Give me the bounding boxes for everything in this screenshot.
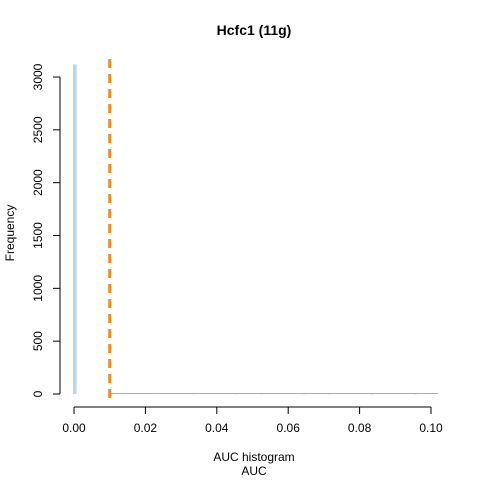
histogram-bar	[413, 393, 417, 395]
chart-title: Hcfc1 (11g)	[217, 22, 292, 38]
x-axis: 0.00 0.02 0.04 0.06 0.08 0.10	[62, 406, 443, 435]
x-tick-label: 0.06	[277, 421, 301, 435]
y-tick-label: 500	[31, 331, 45, 351]
y-tick-label: 2500	[31, 116, 45, 143]
y-axis-label: Frequency	[3, 205, 17, 262]
y-tick-label: 1500	[31, 222, 45, 249]
y-axis: 0 500 1000 1500 2000 2500 3000	[31, 63, 61, 397]
y-tick-label: 1000	[31, 275, 45, 302]
histogram-bar	[370, 393, 374, 395]
histogram-bar	[73, 64, 77, 394]
histogram-bar	[302, 393, 307, 395]
histogram-bar	[327, 393, 332, 395]
x-tick-label: 0.00	[62, 421, 86, 435]
y-tick-label: 2000	[31, 169, 45, 196]
x-tick-label: 0.02	[134, 421, 158, 435]
histogram-bar	[259, 393, 264, 395]
x-tick-label: 0.10	[419, 421, 443, 435]
x-tick-label: 0.04	[205, 421, 229, 435]
x-axis-label: AUC histogram	[213, 450, 294, 464]
y-tick-label: 0	[31, 390, 45, 397]
histogram-bars	[73, 64, 417, 395]
y-tick-label: 3000	[31, 63, 45, 90]
x-tick-label: 0.08	[348, 421, 372, 435]
x-axis-sublabel: AUC	[241, 464, 267, 478]
